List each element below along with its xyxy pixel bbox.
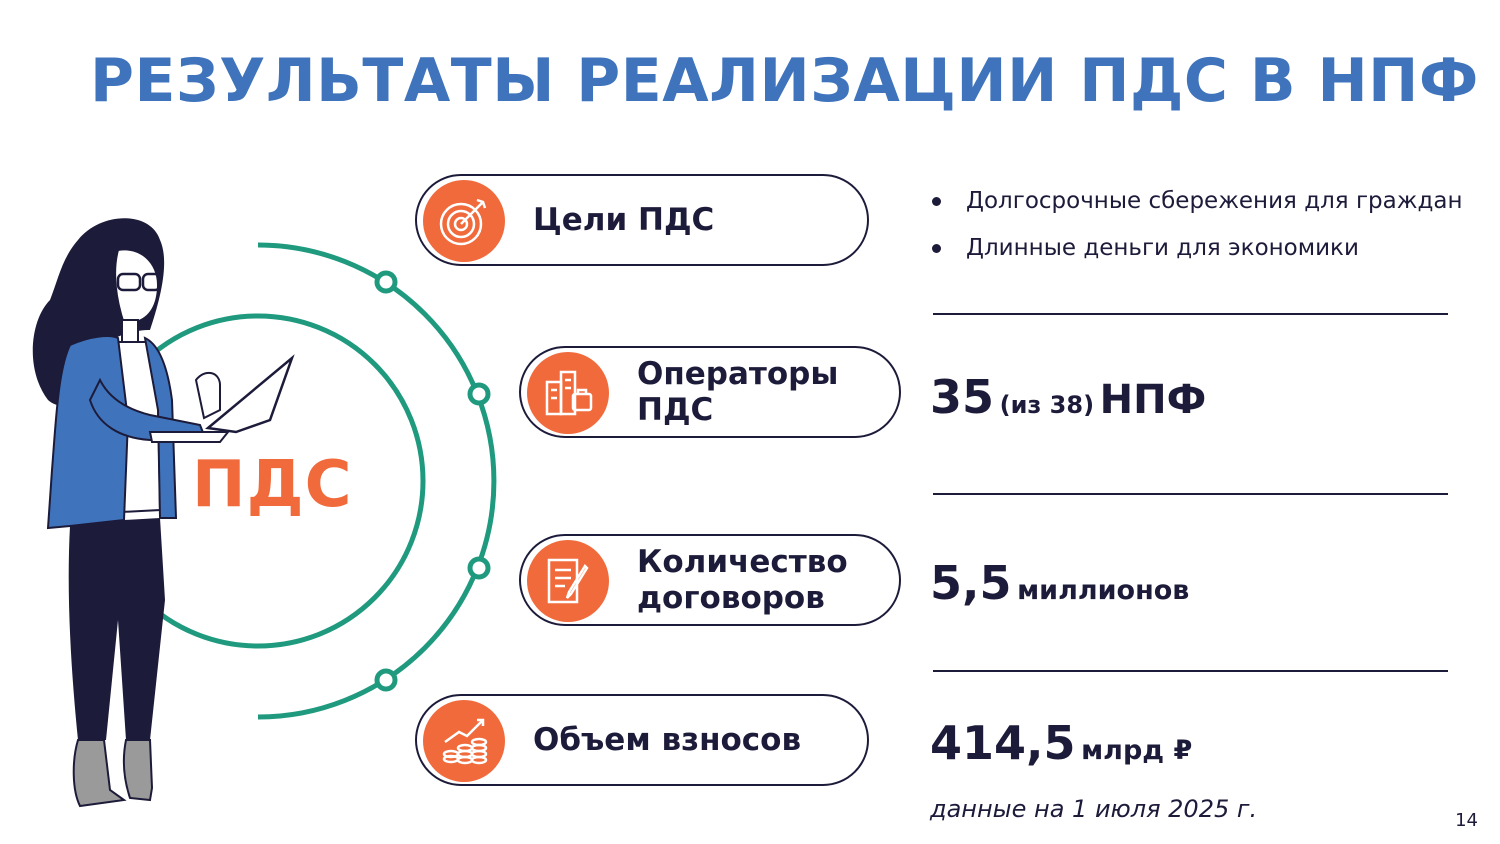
coins-growth-icon [423,700,505,782]
arc-node [467,382,491,406]
buildings-icon [527,352,609,434]
goal-item: Долгосрочные сбережения для граждан [928,186,1462,216]
card-contributions-volume: Объем взносов [415,694,869,786]
face [114,248,160,326]
contract-icon [527,540,609,622]
card-pds-goals: Цели ПДС [415,174,869,266]
arc-nodes [374,270,491,692]
operators-stat: 35 (из 38) НПФ [930,370,1206,424]
laptop-icon [205,354,295,434]
contributions-stat: 414,5 млрд ₽ [930,716,1192,770]
jacket [46,335,130,530]
card-label: Количество договоров [637,544,848,616]
trousers [68,518,165,740]
contributions-unit: млрд ₽ [1081,735,1193,766]
operators-value: 35 [930,370,995,424]
goal-item: Длинные деньги для экономики [928,233,1462,263]
pds-center-label: ПДС [192,448,353,522]
card-contracts-count: Количество договоров [519,534,901,626]
arc-node [374,668,398,692]
card-label: Цели ПДС [533,202,715,238]
card-label: Операторы ПДС [637,356,839,428]
divider [933,313,1448,315]
operators-unit: НПФ [1099,377,1207,423]
slide-title: РЕЗУЛЬТАТЫ РЕАЛИЗАЦИИ ПДС В НПФ [90,46,1479,116]
shoe [72,739,127,808]
contributions-value: 414,5 [930,716,1076,770]
data-date-note: данные на 1 июля 2025 г. [930,795,1258,823]
operators-qualifier: (из 38) [999,391,1095,419]
divider [933,493,1448,495]
goals-list: Долгосрочные сбережения для граждан Длин… [928,186,1462,280]
contracts-value: 5,5 [930,556,1012,610]
contracts-stat: 5,5 миллионов [930,556,1189,610]
contracts-unit: миллионов [1017,575,1190,606]
card-pds-operators: Операторы ПДС [519,346,901,438]
outer-arc [257,242,497,720]
card-label: Объем взносов [533,722,802,758]
arc-node [374,270,398,294]
page-number: 14 [1455,810,1478,831]
glasses-icon [116,272,142,292]
divider [933,670,1448,672]
target-icon [423,180,505,262]
hand [194,371,221,420]
woman-illustration [32,218,295,808]
arc-node [467,556,491,580]
